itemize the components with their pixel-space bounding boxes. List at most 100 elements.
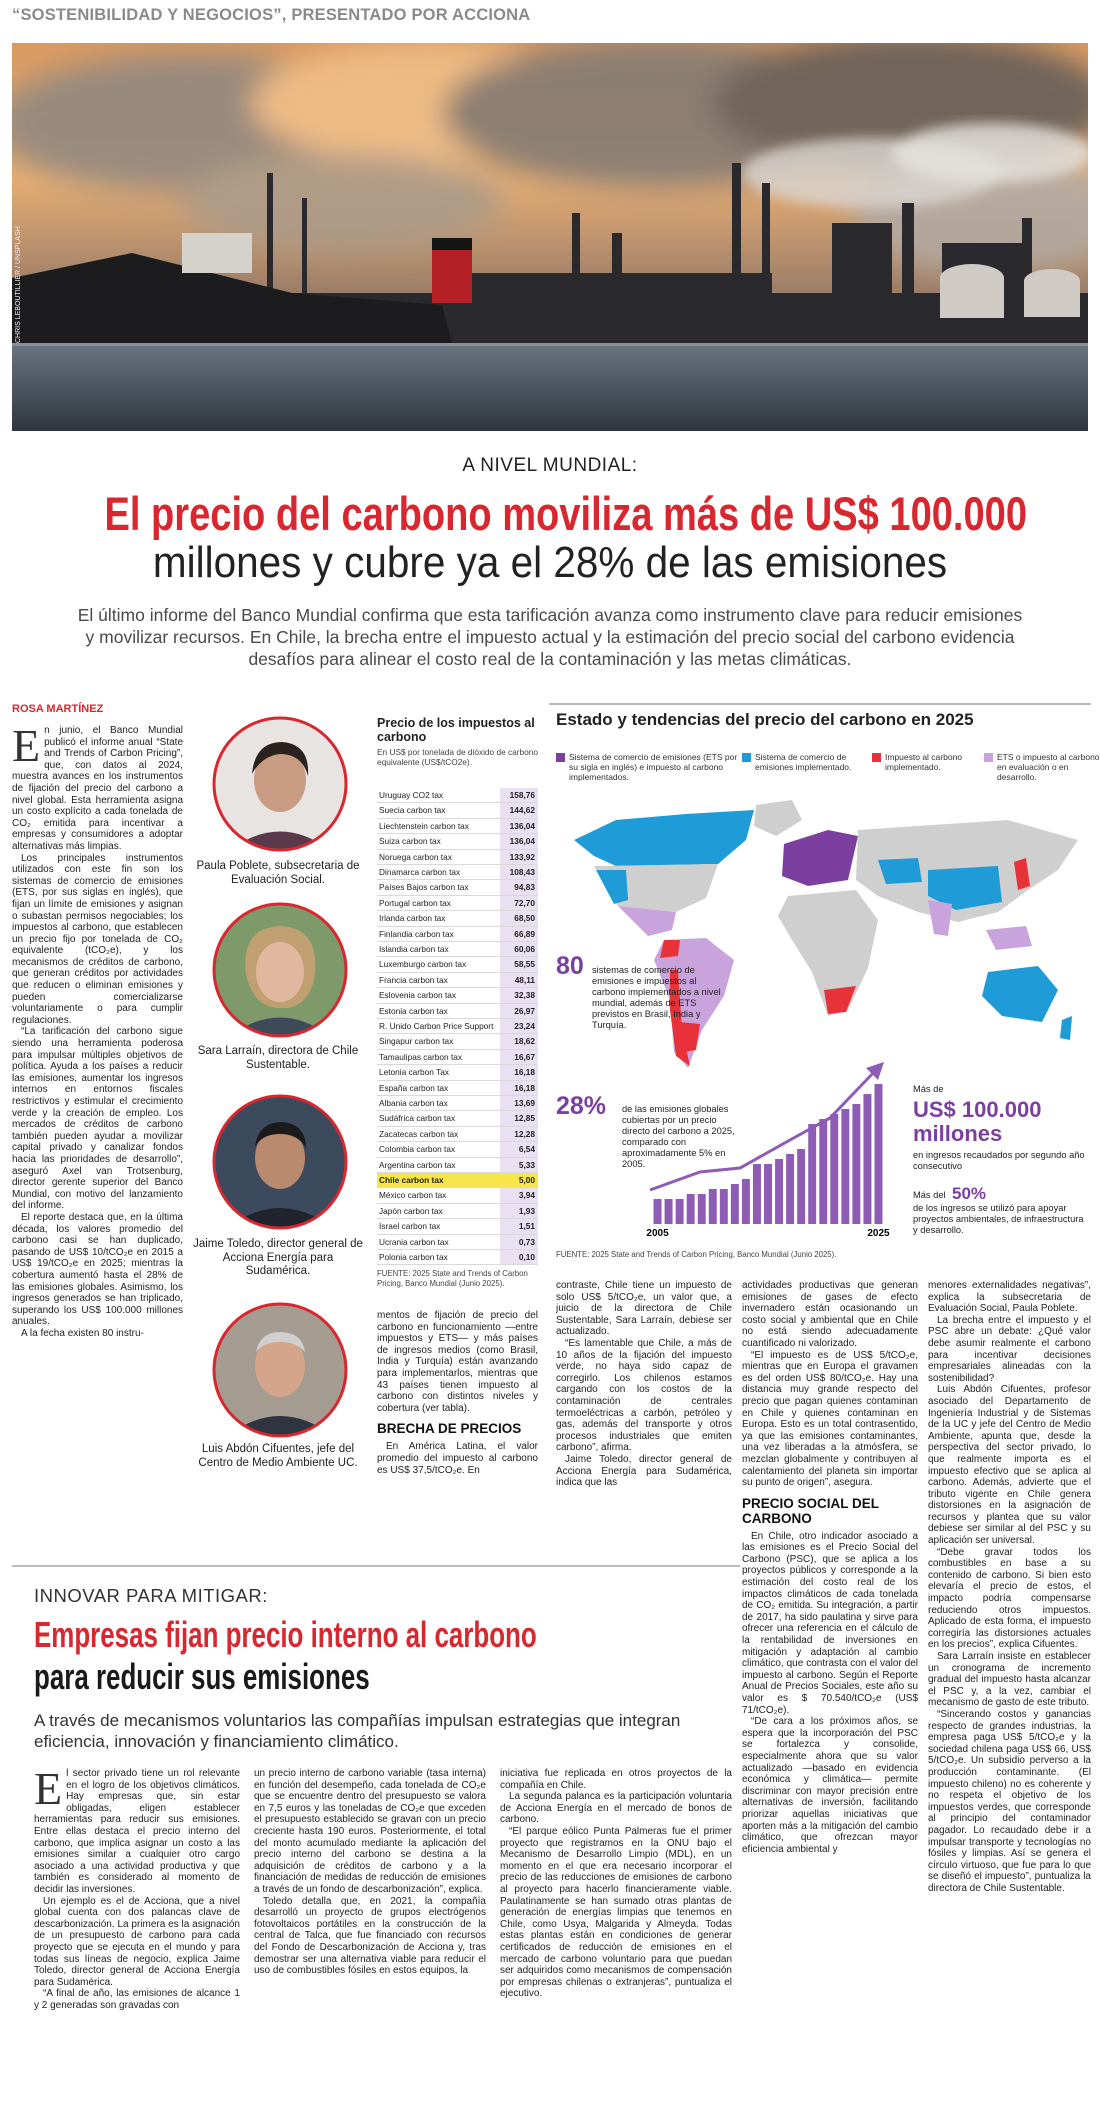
table-row: Liechtenstein carbon tax 136,04 [377, 818, 538, 835]
illustration-shape [254, 748, 306, 812]
subhead: BRECHA DE PRECIOS [377, 1421, 522, 1437]
stat-number: US$ 100.000 millones [913, 1097, 1042, 1146]
bar [708, 1189, 717, 1224]
illustration-shape [212, 716, 348, 852]
row-label: Luxemburgo carbon tax [379, 959, 467, 970]
portrait [212, 1302, 348, 1438]
bar [764, 1164, 772, 1224]
row-value: 133,92 [500, 849, 538, 864]
row-label: Finlandia carbon tax [379, 928, 454, 939]
row-value: 136,04 [500, 818, 538, 834]
bar [719, 1189, 728, 1224]
illustration-shape [618, 906, 676, 936]
paragraph: menores externalidades negativas”, expli… [928, 1280, 1091, 1315]
row-value: 5,33 [500, 1157, 538, 1172]
stat-text: sistemas de comercio de emisiones e impu… [592, 965, 721, 1030]
table-row: Islandia carbon tax 60,06 [377, 942, 538, 958]
paragraph: A la fecha existen 80 instru- [21, 1327, 144, 1339]
text-column: El sector privado tiene un rol relevante… [34, 1768, 240, 2118]
illustration-shape [255, 1127, 305, 1189]
text-column: contraste, Chile tiene un impuesto de so… [556, 1280, 732, 1553]
legend-entry: Sistema de comercio de emisiones impleme… [742, 752, 875, 772]
row-label: R. Unido Carbon Price Support [379, 1021, 494, 1031]
row-label: Portugal carbon tax [379, 897, 451, 908]
headline: millones y cubre ya el 28% de las emisio… [152, 538, 948, 587]
row-value: 60,06 [500, 942, 538, 957]
cover-photo: CHRIS LEBOUTILLIER / UNSPLASH [12, 43, 1088, 431]
bar [852, 1104, 861, 1224]
paragraph: En Chile, otro indicador asociado a las … [742, 1530, 918, 1716]
illustration-shape [732, 163, 741, 333]
headline-black: para reducir sus emisiones [34, 1656, 370, 1697]
row-value: 0,73 [500, 1234, 538, 1249]
paragraph: iniciativa fue replicada en otros proyec… [500, 1768, 732, 1791]
sidebar-box [12, 1565, 740, 2123]
bar [741, 1179, 750, 1224]
row-label: Francia carbon tax [379, 974, 448, 985]
illustration-shape [1014, 858, 1030, 890]
illustration-shape [255, 1122, 306, 1148]
paragraph: “El parque eólico Punta Palmeras fue el … [500, 1825, 732, 2000]
deck: El último informe del Banco Mundial conf… [77, 605, 1023, 669]
tax-table: Precio de los impuestos al carbono En US… [377, 716, 538, 1302]
row-value: 23,24 [500, 1019, 538, 1034]
stat-text: de las emisiones globales cubiertas por … [622, 1104, 735, 1169]
row-value: 66,89 [500, 926, 538, 941]
illustration-shape [212, 902, 348, 1038]
illustration-shape [1060, 1016, 1072, 1040]
paragraph: El reporte destaca que, en la última déc… [12, 1211, 183, 1328]
illustration-shape [182, 233, 252, 273]
photo-credit: CHRIS LEBOUTILLIER / UNSPLASH [15, 226, 22, 343]
illustration-shape [940, 264, 1080, 318]
paragraph: mentos de fijación de precio del carbono… [377, 1310, 538, 1414]
illustration-shape [986, 926, 1032, 950]
row-label: Israel carbon tax [379, 1221, 441, 1232]
illustration-shape [782, 830, 858, 886]
legend-label: Impuesto al carbono implementado. [885, 752, 963, 772]
row-value: 18,62 [500, 1034, 538, 1049]
row-label: Uruguay CO2 tax [379, 790, 444, 800]
paragraph: un precio interno de carbono variable (t… [254, 1768, 486, 1895]
table-row: Eslovenia carbon tax 32,38 [377, 988, 538, 1004]
row-value: 13,69 [500, 1096, 538, 1111]
table-row: Noruega carbon tax 133,92 [377, 849, 538, 865]
row-label: Tamaulipas carbon tax [379, 1051, 463, 1062]
portrait-caption: Sara Larraín, directora de Chile Sustent… [197, 1045, 359, 1071]
bar [675, 1199, 684, 1224]
stat-prefix: Más del [913, 1190, 946, 1200]
infographic-source: FUENTE: 2025 State and Trends of Carbon … [556, 1250, 837, 1259]
row-label: Singapur carbon tax [379, 1036, 454, 1047]
row-value: 12,28 [500, 1126, 538, 1142]
table-row: Tamaulipas carbon tax 16,67 [377, 1049, 538, 1066]
paragraph: actividades productivas que generan emis… [742, 1280, 918, 1349]
illustration-shape [778, 890, 878, 1016]
illustration-shape [256, 1332, 305, 1352]
portrait-caption: Jaime Toledo, director general de Accion… [193, 1238, 363, 1277]
legend-label: Sistema de comercio de emisiones impleme… [755, 752, 852, 772]
bar [819, 1119, 828, 1224]
infographic-title: Estado y tendencias del precio del carbo… [556, 710, 974, 729]
illustration-shape [596, 870, 628, 904]
illustration-shape [762, 183, 770, 333]
text-column: actividades productivas que generan emis… [742, 1280, 918, 2114]
table-row: Uruguay CO2 tax 158,76 [377, 788, 538, 804]
row-value: 108,43 [500, 865, 538, 880]
row-label: España carbon tax [379, 1082, 449, 1093]
text-column: menores externalidades negativas”, expli… [928, 1280, 1091, 2114]
row-value: 16,18 [500, 1080, 538, 1095]
table-row: Estonia carbon tax 26,97 [377, 1003, 538, 1019]
bar [808, 1124, 817, 1224]
bar [786, 1154, 795, 1224]
text-column: En junio, el Banco Mundial publicó el in… [12, 725, 183, 1553]
illustration-shape [660, 940, 680, 958]
legend-label: ETS o impuesto al carbono en evaluación … [997, 752, 1100, 782]
row-value: 1,51 [500, 1219, 538, 1234]
paragraph: contraste, Chile tiene un impuesto de so… [556, 1280, 732, 1338]
headline-red: Empresas fijan precio interno al carbono [34, 1614, 537, 1655]
row-value: 48,11 [500, 972, 538, 988]
row-label: Japón carbon tax [379, 1205, 443, 1216]
row-label: Dinamarca carbon tax [379, 867, 461, 877]
table-row: Polonia carbon tax 0,10 [377, 1250, 538, 1266]
row-label: Polonia carbon tax [379, 1252, 448, 1262]
table-row: Chile carbon tax 5,00 [377, 1173, 538, 1189]
